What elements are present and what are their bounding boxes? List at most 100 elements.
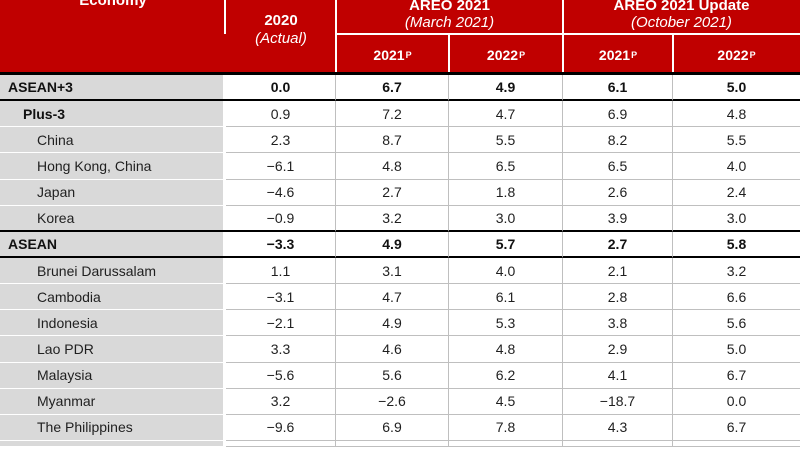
header-divider (562, 0, 564, 72)
column-gap (223, 388, 226, 415)
header-divider (448, 34, 450, 72)
economy-cell: Indonesia (0, 310, 223, 337)
value-cell: 3.1 (336, 257, 449, 285)
subcol-year: 2021 (373, 47, 405, 63)
subcol-year: 2022 (717, 47, 749, 63)
subcol-year: 2022 (486, 47, 519, 63)
value-cell: 5.8 (673, 231, 800, 258)
value-cell: −0.9 (226, 205, 336, 232)
economy-cell: Malaysia (0, 362, 223, 389)
column-gap (223, 284, 226, 311)
value-cell: 0.9 (226, 101, 336, 128)
row-plus3: Plus-3 0.9 7.2 4.7 6.9 4.8 (0, 101, 800, 128)
value-cell: −2.1 (226, 310, 336, 337)
economy-cell: Myanmar (0, 388, 223, 415)
value-cell: 4.9 (336, 310, 449, 337)
actual-year-label: 2020 (264, 12, 298, 29)
column-gap (223, 257, 226, 285)
economy-cell: Plus-3 (0, 101, 223, 128)
value-cell (563, 440, 673, 447)
column-gap (223, 310, 226, 337)
value-cell: 5.7 (449, 231, 563, 258)
value-cell: 0.0 (673, 388, 800, 415)
value-cell: −18.7 (563, 388, 673, 415)
actual-2020-column-header: 2020 (Actual) (226, 12, 336, 48)
value-cell (673, 440, 800, 447)
value-cell: 4.6 (336, 336, 449, 363)
value-cell: 3.0 (449, 205, 563, 232)
subcol-2021p-october: 2021 P (563, 35, 673, 72)
row-brunei-darussalam: Brunei Darussalam 1.1 3.1 4.0 2.1 3.2 (0, 257, 800, 285)
value-cell: −6.1 (226, 153, 336, 180)
value-cell: 3.8 (563, 310, 673, 337)
row-malaysia: Malaysia −5.6 5.6 6.2 4.1 6.7 (0, 362, 800, 389)
value-cell (226, 440, 336, 447)
economy-column-header: Economy (79, 0, 147, 9)
table-header: Economy 2020 (Actual) AREO 2021 (March 2… (0, 0, 800, 75)
subcol-year: 2021 (598, 47, 631, 63)
value-cell: 2.1 (563, 257, 673, 285)
column-gap (223, 336, 226, 363)
value-cell: 5.5 (449, 127, 563, 154)
economy-cell: Lao PDR (0, 336, 223, 363)
value-cell: 4.8 (336, 153, 449, 180)
value-cell: 6.1 (563, 75, 673, 102)
value-cell: 5.0 (673, 75, 800, 102)
value-cell: 4.5 (449, 388, 563, 415)
value-cell: 2.3 (226, 127, 336, 154)
areo-update-title: AREO 2021 Update (613, 0, 750, 14)
economy-cell: Brunei Darussalam (0, 257, 223, 285)
value-cell: 6.7 (673, 414, 800, 441)
column-gap (223, 440, 226, 447)
value-cell: 3.0 (673, 205, 800, 232)
column-gap (223, 205, 226, 232)
value-cell: 0.0 (226, 75, 336, 102)
value-cell: 5.5 (673, 127, 800, 154)
row-asean-plus3: ASEAN+3 0.0 6.7 4.9 6.1 5.0 (0, 75, 800, 102)
areo-2021-title: AREO 2021 (409, 0, 490, 14)
subcol-2022p-march: 2022 P (449, 35, 563, 72)
row-the-philippines: The Philippines −9.6 6.9 7.8 4.3 6.7 (0, 414, 800, 441)
value-cell: 3.2 (673, 257, 800, 285)
value-cell: 5.0 (673, 336, 800, 363)
value-cell: 4.8 (449, 336, 563, 363)
row-asean: ASEAN −3.3 4.9 5.7 2.7 5.8 (0, 231, 800, 258)
actual-caption-label: (Actual) (255, 30, 307, 47)
areo-2021-group-header: AREO 2021 (March 2021) (336, 0, 563, 31)
value-cell (449, 440, 563, 447)
economy-cell: ASEAN+3 (0, 75, 223, 102)
value-cell: 2.7 (336, 179, 449, 206)
value-cell: 8.7 (336, 127, 449, 154)
value-cell: −4.6 (226, 179, 336, 206)
header-divider (672, 34, 674, 72)
economy-cell (0, 440, 223, 447)
value-cell: 3.9 (563, 205, 673, 232)
projection-superscript: P (631, 50, 638, 60)
row-korea: Korea −0.9 3.2 3.0 3.9 3.0 (0, 205, 800, 232)
row-lao-pdr: Lao PDR 3.3 4.6 4.8 2.9 5.0 (0, 336, 800, 363)
projection-superscript: P (405, 50, 412, 60)
areo-2021-subtitle: (March 2021) (404, 14, 495, 31)
value-cell: 2.7 (563, 231, 673, 258)
value-cell: 6.9 (563, 101, 673, 128)
row-china: China 2.3 8.7 5.5 8.2 5.5 (0, 127, 800, 154)
value-cell: 3.2 (336, 205, 449, 232)
value-cell: 4.0 (449, 257, 563, 285)
value-cell: 5.6 (673, 310, 800, 337)
projection-superscript: P (519, 50, 526, 60)
value-cell: 6.7 (673, 362, 800, 389)
value-cell: 5.3 (449, 310, 563, 337)
header-subrow-divider (336, 33, 800, 35)
value-cell: 4.3 (563, 414, 673, 441)
value-cell: 7.2 (336, 101, 449, 128)
economy-cell: The Philippines (0, 414, 223, 441)
economy-cell: Korea (0, 205, 223, 232)
table-body: ASEAN+3 0.0 6.7 4.9 6.1 5.0 Plus-3 0.9 7… (0, 75, 800, 447)
value-cell: 2.4 (673, 179, 800, 206)
value-cell: 6.9 (336, 414, 449, 441)
value-cell: 8.2 (563, 127, 673, 154)
value-cell: −2.6 (336, 388, 449, 415)
value-cell: 4.7 (449, 101, 563, 128)
economy-cell: China (0, 127, 223, 154)
value-cell: −3.1 (226, 284, 336, 311)
